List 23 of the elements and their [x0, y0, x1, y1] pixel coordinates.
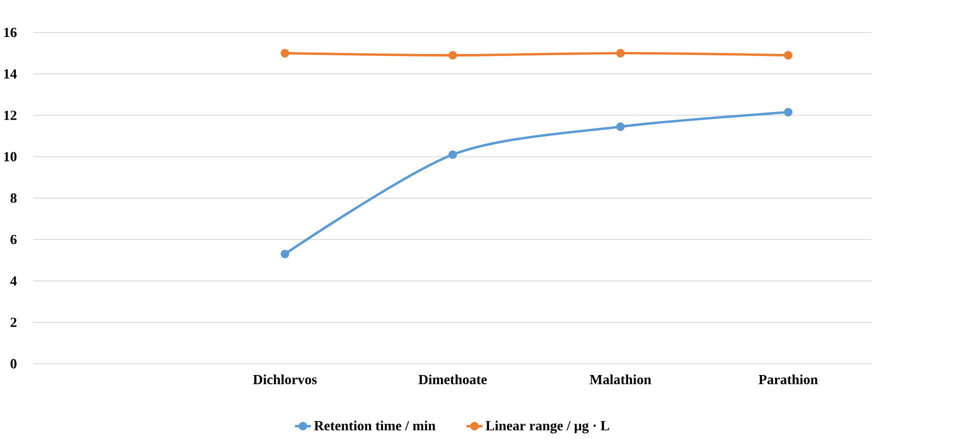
- point: [784, 108, 792, 117]
- x-tick-label: Parathion: [758, 374, 818, 384]
- y-tick-label: 2: [10, 318, 16, 328]
- x-tick-label: Dichlorvos: [253, 374, 317, 384]
- legend-label: Linear range / μg · L: [486, 420, 610, 434]
- y-tick-label: 14: [4, 69, 17, 79]
- point: [784, 51, 792, 60]
- y-tick-label: 4: [10, 276, 17, 286]
- y-tick-label: 12: [4, 110, 16, 120]
- legend-label: Retention time / min: [314, 420, 436, 431]
- x-tick-label: Dimethoate: [418, 374, 487, 384]
- y-tick-label: 0: [10, 359, 16, 369]
- point: [616, 122, 625, 132]
- point: [448, 150, 457, 160]
- y-tick-label: 6: [10, 234, 17, 244]
- point: [616, 49, 625, 58]
- y-tick-label: 16: [4, 28, 17, 38]
- point: [448, 51, 457, 60]
- y-tick-label: 10: [4, 152, 16, 162]
- x-tick-label: Malathion: [590, 374, 652, 384]
- y-tick-label: 8: [10, 194, 17, 203]
- point: [280, 49, 290, 58]
- point: [280, 250, 290, 258]
